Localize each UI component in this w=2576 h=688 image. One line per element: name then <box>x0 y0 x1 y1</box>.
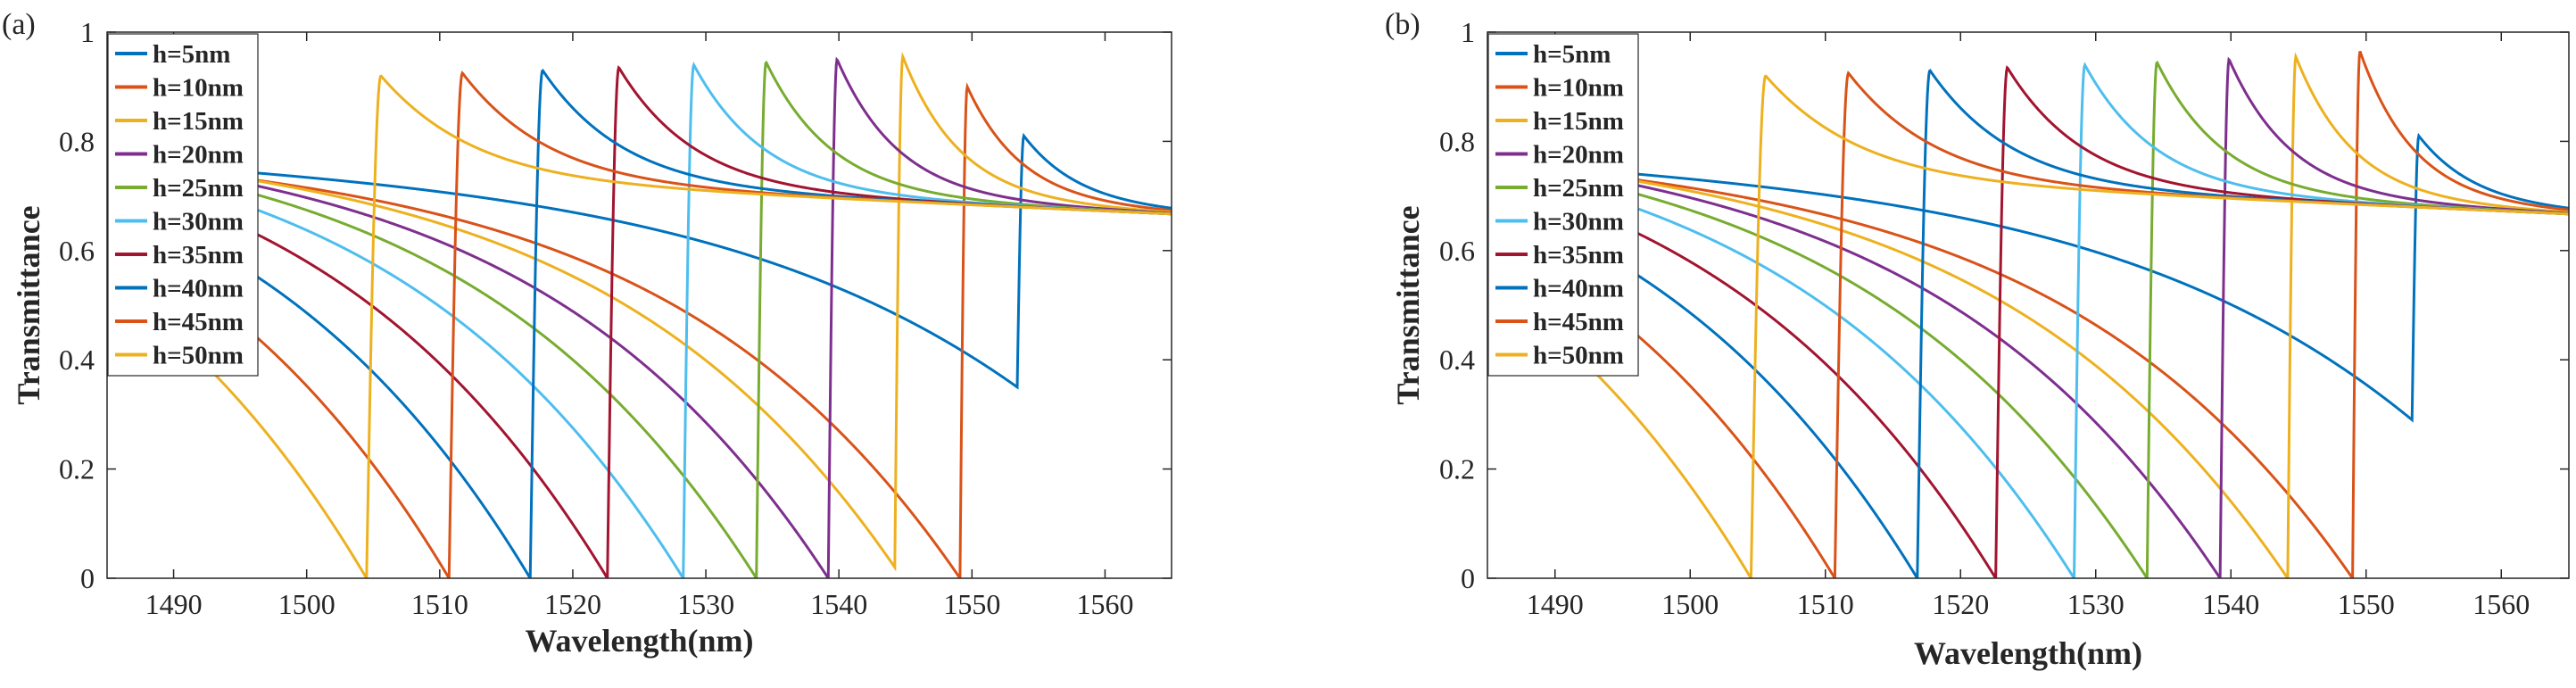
series-line-h=35nm <box>107 65 1172 578</box>
x-tick-label: 1520 <box>544 588 601 620</box>
y-tick-label: 1 <box>80 16 95 48</box>
legend-label: h=20nm <box>153 141 244 170</box>
panel-label: (b) <box>1385 8 1421 41</box>
x-tick-label: 1500 <box>1661 588 1719 620</box>
legend: h=5nm h=10nm h=15nm h=20nm h=25nm h=30nm h=35n… <box>107 33 259 377</box>
series-line-h=25nm <box>107 60 1172 578</box>
legend-label: h=45nm <box>153 308 244 336</box>
y-tick-label: 0.6 <box>1439 235 1475 267</box>
y-tick-label: 1 <box>1461 16 1475 48</box>
legend-label: h=10nm <box>1533 74 1624 103</box>
legend-label: h=35nm <box>153 241 244 269</box>
chart-panel-b: 1490 1500 1510 1520 1530 1540 1550 1560 0 0.2 0.4 0… <box>1385 8 2570 671</box>
series-line-h=10nm <box>107 82 1172 578</box>
axes-box <box>106 31 1172 579</box>
series-line-h=40nm <box>107 68 1172 578</box>
legend-label: h=25nm <box>1533 174 1624 203</box>
y-tick-label: 0.6 <box>59 235 95 267</box>
x-axis-label: Wavelength(nm) <box>1914 635 2142 671</box>
x-tick-label: 1530 <box>2067 588 2125 620</box>
series-line-h=25nm <box>1487 60 2569 578</box>
series-line-h=5nm <box>107 132 1172 390</box>
x-tick-label: 1560 <box>1076 588 1133 620</box>
y-tick-label: 0 <box>80 562 95 594</box>
series-line-h=20nm <box>107 56 1172 578</box>
series-line-h=15nm <box>107 52 1172 572</box>
series-line-h=35nm <box>1487 65 2569 578</box>
series-line-h=40nm <box>1487 68 2569 578</box>
legend-label: h=35nm <box>1533 241 1624 269</box>
legend-label: h=20nm <box>1533 141 1624 170</box>
x-tick-label: 1540 <box>810 588 867 620</box>
axes-box <box>1487 31 2570 579</box>
y-axis-label: Transmittance <box>11 205 46 404</box>
legend-label: h=30nm <box>153 208 244 236</box>
x-axis-label: Wavelength(nm) <box>526 623 754 659</box>
y-tick-label: 0.4 <box>1439 344 1475 376</box>
x-tick-label: 1510 <box>1797 588 1854 620</box>
series-line-h=50nm <box>107 74 1172 578</box>
legend-label: h=10nm <box>153 74 244 103</box>
series-line-h=10nm <box>1487 51 2569 578</box>
y-tick-label: 0.4 <box>59 344 95 376</box>
y-tick-label: 0.2 <box>1439 453 1475 485</box>
legend-label: h=45nm <box>1533 308 1624 336</box>
legend-label: h=50nm <box>1533 342 1624 370</box>
panel-label: (a) <box>2 8 36 41</box>
legend-label: h=15nm <box>1533 107 1624 136</box>
series-line-h=20nm <box>1487 56 2569 578</box>
chart-panel-a: 1490 1500 1510 1520 1530 1540 1550 1560 0 0.2 0.4 0… <box>2 8 1172 659</box>
x-tick-label: 1560 <box>2472 588 2530 620</box>
series-line-h=45nm <box>1487 70 2569 578</box>
y-tick-label: 0 <box>1461 562 1475 594</box>
y-tick-label: 0.2 <box>59 453 95 485</box>
series-line-h=50nm <box>1487 74 2569 578</box>
legend-label: h=25nm <box>153 174 244 203</box>
x-tick-label: 1550 <box>943 588 1000 620</box>
series-line-h=5nm <box>1487 132 2569 423</box>
legend-box <box>1487 33 1639 377</box>
series-line-h=30nm <box>107 62 1172 578</box>
legend-box <box>107 33 259 377</box>
x-tick-label: 1490 <box>145 588 203 620</box>
series-group <box>1487 51 2569 578</box>
legend-label: h=30nm <box>1533 208 1624 236</box>
series-group <box>107 52 1172 578</box>
y-tick-label: 0.8 <box>1439 125 1475 157</box>
x-tick-label: 1540 <box>2202 588 2259 620</box>
legend: h=5nm h=10nm h=15nm h=20nm h=25nm h=30nm h=35n… <box>1487 33 1639 377</box>
series-line-h=45nm <box>107 70 1172 578</box>
legend-label: h=40nm <box>1533 275 1624 303</box>
legend-label: h=5nm <box>1533 40 1611 69</box>
x-tick-label: 1510 <box>411 588 468 620</box>
y-tick-label: 0.8 <box>59 125 95 157</box>
legend-label: h=50nm <box>153 342 244 370</box>
x-tick-label: 1530 <box>677 588 734 620</box>
series-line-h=15nm <box>1487 52 2569 578</box>
legend-label: h=5nm <box>153 40 230 69</box>
x-tick-label: 1550 <box>2338 588 2395 620</box>
y-axis-label: Transmittance <box>1390 205 1426 404</box>
x-tick-label: 1500 <box>278 588 335 620</box>
x-tick-label: 1490 <box>1527 588 1584 620</box>
legend-label: h=15nm <box>153 107 244 136</box>
legend-label: h=40nm <box>153 275 244 303</box>
x-tick-label: 1520 <box>1932 588 1989 620</box>
